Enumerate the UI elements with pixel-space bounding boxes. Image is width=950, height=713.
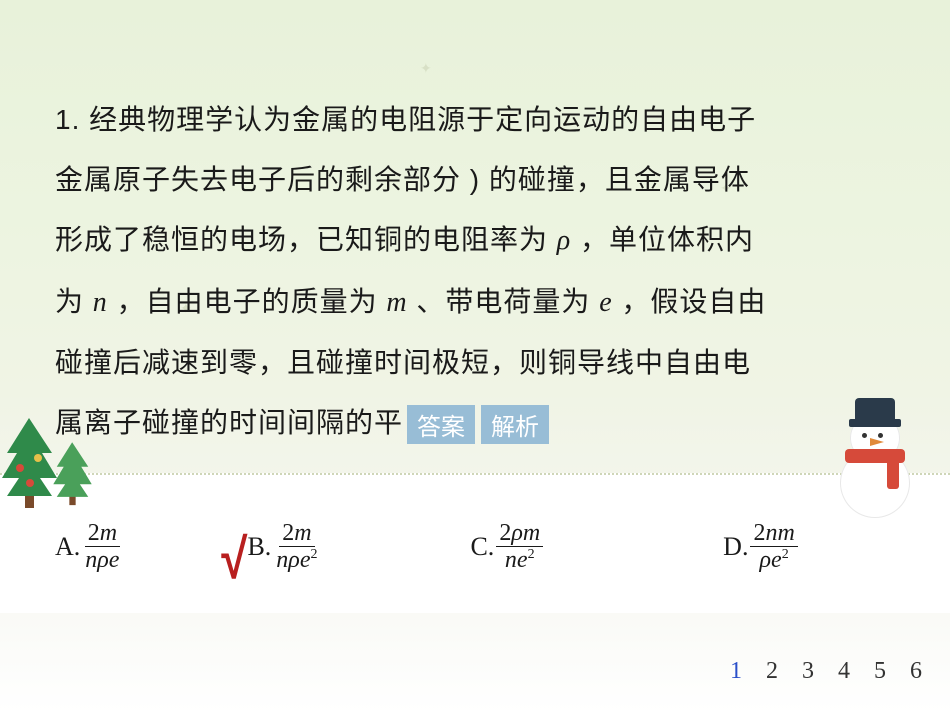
option-label: D. [723, 532, 748, 562]
var-n: n [93, 287, 108, 318]
analysis-button[interactable]: 解析 [481, 405, 549, 444]
options-row: A. 2m nρe √ B. 2m nρe2 C. 2ρm ne2 D. 2nm… [55, 520, 950, 574]
question-line-5: 碰撞后减速到零，且碰撞时间极短，则铜导线中自由电 [55, 333, 950, 393]
question-line-6: 属离子碰撞的时间间隔的平 答案 解析 [55, 393, 950, 453]
var-m: m [386, 287, 407, 318]
option-label: B. [247, 532, 271, 562]
snowflake-icon: ✦ [420, 60, 432, 77]
button-group: 答案 解析 [407, 405, 549, 444]
fraction: 2m nρe [82, 520, 122, 574]
question-body: 1. 经典物理学认为金属的电阻源于定向运动的自由电子 金属原子失去电子后的剩余部… [55, 90, 950, 453]
page-4[interactable]: 4 [838, 658, 850, 685]
question-line-2: 金属原子失去电子后的剩余部分 ) 的碰撞，且金属导体 [55, 150, 950, 210]
option-c[interactable]: C. 2ρm ne2 [470, 520, 543, 574]
var-e: e [599, 287, 612, 318]
page-2[interactable]: 2 [766, 658, 778, 685]
option-b[interactable]: √ B. 2m nρe2 [247, 520, 320, 574]
check-mark-icon: √ [222, 526, 248, 591]
page-6[interactable]: 6 [910, 658, 922, 685]
question-line-3: 形成了稳恒的电场，已知铜的电阻率为 ρ ，单位体积内 [55, 210, 950, 271]
pager: 1 2 3 4 5 6 [730, 658, 922, 685]
question-line-1: 1. 经典物理学认为金属的电阻源于定向运动的自由电子 [55, 90, 950, 150]
option-a[interactable]: A. 2m nρe [55, 520, 122, 574]
option-d[interactable]: D. 2nm ρe2 [723, 520, 798, 574]
question-line-4: 为 n ，自由电子的质量为 m 、带电荷量为 e ，假设自由 [55, 272, 950, 333]
fraction: 2ρm ne2 [496, 520, 543, 574]
page-3[interactable]: 3 [802, 658, 814, 685]
var-rho: ρ [557, 225, 571, 256]
fraction: 2nm ρe2 [750, 520, 797, 574]
answer-button[interactable]: 答案 [407, 405, 475, 444]
tree-icon [2, 418, 57, 513]
fraction: 2m nρe2 [273, 520, 320, 574]
page-1[interactable]: 1 [730, 658, 742, 685]
page-5[interactable]: 5 [874, 658, 886, 685]
option-label: A. [55, 532, 80, 562]
option-label: C. [470, 532, 494, 562]
question-number: 1. [55, 104, 80, 135]
